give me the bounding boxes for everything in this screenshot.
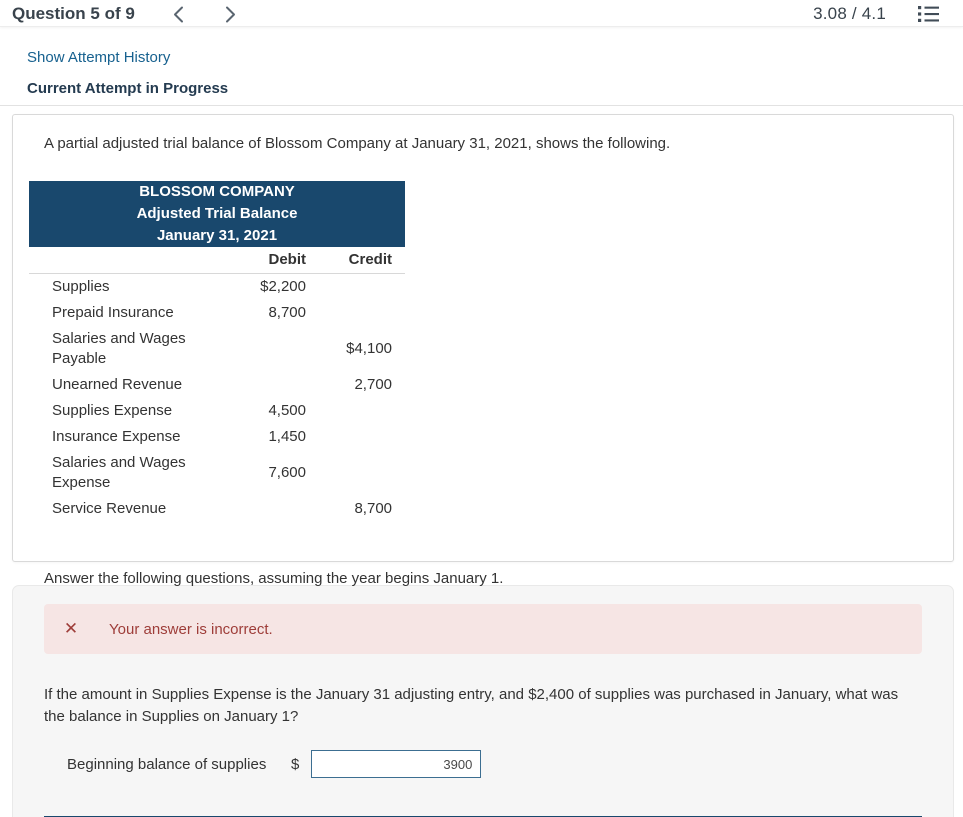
table-row: Supplies $2,200 bbox=[29, 274, 405, 301]
answer-panel: ✕ Your answer is incorrect. If the amoun… bbox=[12, 585, 954, 817]
trial-balance-table: BLOSSOM COMPANY Adjusted Trial Balance J… bbox=[29, 181, 406, 522]
credit-cell bbox=[308, 398, 405, 424]
problem-intro-text: A partial adjusted trial balance of Blos… bbox=[44, 135, 671, 152]
credit-cell bbox=[308, 450, 405, 496]
debit-cell bbox=[244, 326, 308, 372]
table-row: Service Revenue 8,700 bbox=[29, 496, 405, 522]
debit-cell: 1,450 bbox=[268, 428, 306, 445]
question-nav-right: 3.08 / 4.1 bbox=[813, 3, 941, 25]
table-row: Prepaid Insurance 8,700 bbox=[29, 300, 405, 326]
question-navigation-bar: Question 5 of 9 3.08 / 4.1 bbox=[0, 0, 963, 27]
answer-field-label: Beginning balance of supplies bbox=[67, 755, 267, 773]
account-name-cell: Service Revenue bbox=[52, 500, 167, 517]
debit-column-header: Debit bbox=[244, 247, 308, 274]
supplies-balance-input[interactable] bbox=[311, 750, 482, 778]
account-name-cell: Insurance Expense bbox=[52, 428, 181, 445]
statement-date: January 31, 2021 bbox=[156, 227, 278, 244]
credit-cell: 8,700 bbox=[354, 500, 393, 517]
account-name-cell: Unearned Revenue bbox=[52, 376, 183, 393]
chevron-left-icon bbox=[173, 6, 183, 22]
table-column-header-row: Debit Credit bbox=[29, 247, 406, 274]
credit-cell bbox=[308, 424, 405, 450]
current-attempt-label: Current Attempt in Progress bbox=[27, 80, 229, 97]
currency-symbol: $ bbox=[291, 755, 300, 773]
account-name-cell: Salaries and Wages Payable bbox=[52, 330, 186, 367]
company-name: BLOSSOM COMPANY bbox=[139, 183, 295, 200]
table-title-header: BLOSSOM COMPANY Adjusted Trial Balance J… bbox=[29, 181, 406, 247]
table-row: Salaries and Wages Payable $4,100 bbox=[29, 326, 405, 372]
attempt-header: Show Attempt History Current Attempt in … bbox=[0, 27, 963, 106]
list-icon bbox=[918, 6, 939, 22]
problem-panel: A partial adjusted trial balance of Blos… bbox=[12, 114, 954, 587]
table-title-row: BLOSSOM COMPANY Adjusted Trial Balance J… bbox=[29, 181, 406, 247]
problem-followup-text: Answer the following questions, assuming… bbox=[44, 570, 504, 587]
previous-question-button[interactable] bbox=[169, 4, 188, 25]
question-counter: Question 5 of 9 bbox=[12, 4, 135, 23]
credit-column-header: Credit bbox=[308, 247, 406, 274]
table-row: Unearned Revenue 2,700 bbox=[29, 372, 405, 398]
score-display: 3.08 / 4.1 bbox=[813, 4, 886, 23]
debit-cell bbox=[244, 372, 308, 398]
credit-cell: 2,700 bbox=[354, 376, 393, 393]
statement-name: Adjusted Trial Balance bbox=[136, 205, 298, 222]
debit-cell: 8,700 bbox=[268, 304, 306, 321]
incorrect-x-icon: ✕ bbox=[63, 619, 79, 638]
debit-cell: 7,600 bbox=[268, 464, 306, 481]
incorrect-answer-alert: ✕ Your answer is incorrect. bbox=[44, 604, 922, 654]
table-row: Insurance Expense 1,450 bbox=[29, 424, 405, 450]
account-name-cell: Prepaid Insurance bbox=[52, 304, 174, 321]
question-list-button[interactable] bbox=[916, 3, 941, 25]
debit-cell: 4,500 bbox=[268, 402, 306, 419]
account-name-cell: Salaries and Wages Expense bbox=[52, 454, 186, 491]
credit-cell bbox=[308, 274, 405, 301]
account-column-header bbox=[29, 247, 244, 274]
table-row: Supplies Expense 4,500 bbox=[29, 398, 405, 424]
section-divider bbox=[0, 105, 963, 106]
table-row: Salaries and Wages Expense 7,600 bbox=[29, 450, 405, 496]
credit-cell bbox=[308, 300, 405, 326]
chevron-right-icon bbox=[225, 6, 235, 22]
account-name-cell: Supplies bbox=[52, 278, 110, 295]
answer-input-row: Beginning balance of supplies $ bbox=[67, 750, 922, 778]
credit-cell: $4,100 bbox=[346, 340, 393, 357]
account-name-cell: Supplies Expense bbox=[52, 402, 173, 419]
next-question-button[interactable] bbox=[221, 4, 240, 25]
show-attempt-history-link[interactable]: Show Attempt History bbox=[27, 49, 171, 66]
debit-cell bbox=[244, 496, 308, 522]
question-nav-left: Question 5 of 9 bbox=[12, 4, 240, 25]
debit-cell: $2,200 bbox=[260, 278, 306, 295]
question-text: If the amount in Supplies Expense is the… bbox=[44, 686, 899, 725]
alert-message: Your answer is incorrect. bbox=[109, 620, 273, 638]
